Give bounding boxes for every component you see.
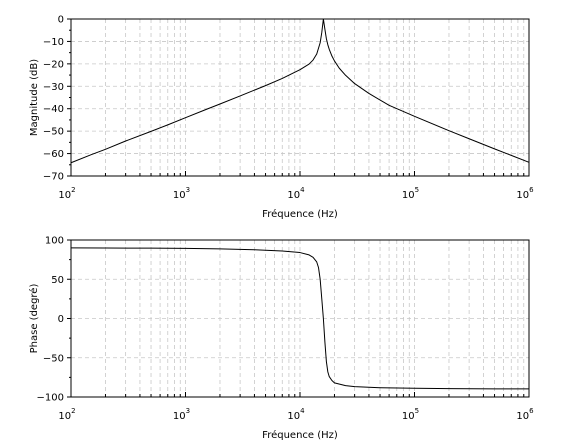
magnitude-series-line: [70, 18, 530, 164]
x-axis-title: Fréquence (Hz): [262, 208, 338, 220]
y-axis-title: Phase (degré): [28, 284, 40, 354]
y-tick-label: 50: [51, 275, 64, 286]
y-tick-label: −10: [43, 37, 64, 48]
x-tick-label: 103: [173, 407, 190, 422]
y-tick-label: −20: [43, 59, 64, 70]
x-axis-title: Fréquence (Hz): [262, 429, 338, 441]
x-tick-label: 102: [58, 186, 75, 201]
phase-series-line: [70, 247, 530, 390]
y-axis-title: Magnitude (dB): [29, 59, 40, 136]
y-tick-label: −50: [43, 127, 64, 138]
y-tick-label: −60: [43, 149, 64, 160]
y-tick-label: 0: [58, 314, 64, 325]
magnitude-grid: [71, 19, 529, 176]
x-tick-label: 103: [173, 186, 190, 201]
x-tick-label: 106: [516, 186, 534, 201]
y-tick-label: −70: [43, 172, 64, 183]
x-tick-label: 105: [402, 407, 419, 422]
y-tick-label: −50: [43, 353, 64, 364]
x-tick-label: 106: [516, 407, 534, 422]
y-tick-label: −100: [37, 393, 64, 404]
x-tick-label: 102: [58, 407, 75, 422]
phase-grid: [71, 240, 529, 397]
y-tick-label: −30: [43, 82, 64, 93]
y-tick-label: 0: [58, 15, 64, 26]
x-tick-label: 104: [287, 407, 305, 422]
magnitude-panel: 102 103 104 105 106 0 −10 −20 −30 −40 −50 −60 −70 Fré…: [29, 15, 534, 221]
y-tick-label: 100: [45, 236, 64, 247]
y-tick-label: −40: [43, 104, 64, 115]
x-tick-label: 105: [402, 186, 419, 201]
x-tick-label: 104: [287, 186, 305, 201]
phase-panel: 102 103 104 105 106 100 50 0 −50 −100 Fréquence (H…: [28, 236, 534, 442]
